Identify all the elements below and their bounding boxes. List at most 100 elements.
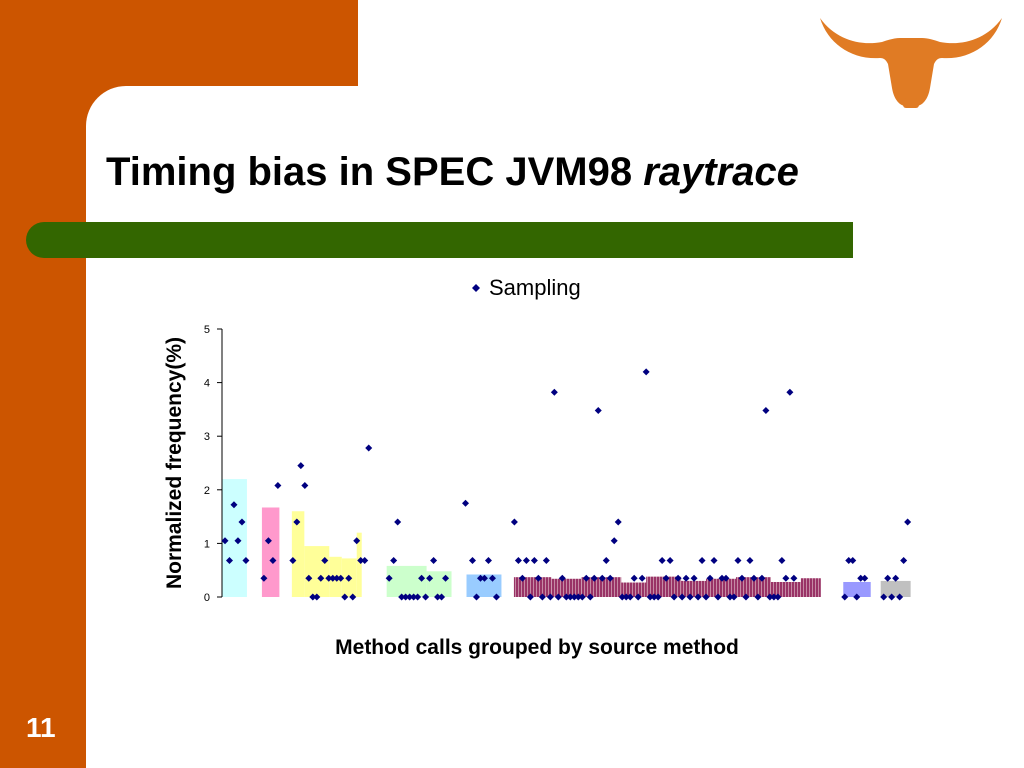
data-point — [518, 574, 526, 582]
data-point — [337, 574, 345, 582]
data-point — [264, 537, 272, 545]
data-point — [562, 593, 570, 601]
data-point — [778, 557, 786, 565]
data-point — [714, 593, 722, 601]
top-frame-band — [0, 0, 358, 86]
data-point — [476, 574, 484, 582]
data-point — [357, 557, 365, 565]
data-point — [472, 593, 480, 601]
group-bar — [621, 582, 647, 597]
data-point — [305, 574, 313, 582]
data-point — [260, 574, 268, 582]
data-point — [762, 406, 770, 414]
data-point — [426, 574, 434, 582]
data-point — [614, 518, 622, 526]
data-point — [406, 593, 414, 601]
data-point — [622, 593, 630, 601]
data-point — [786, 388, 794, 396]
data-point — [574, 593, 582, 601]
y-tick-label: 5 — [204, 324, 210, 336]
legend: Sampling — [472, 275, 581, 300]
left-frame-band — [0, 0, 86, 768]
data-point — [650, 593, 658, 601]
data-point — [313, 593, 321, 601]
data-point — [333, 574, 341, 582]
data-point — [488, 574, 496, 582]
data-point — [734, 557, 742, 565]
data-point — [610, 537, 618, 545]
data-point — [309, 593, 317, 601]
data-point — [658, 557, 666, 565]
data-point — [230, 501, 238, 509]
title-italic-text: raytrace — [643, 150, 799, 194]
data-point — [534, 574, 542, 582]
data-point — [462, 499, 470, 507]
data-point — [758, 574, 766, 582]
data-point — [546, 593, 554, 601]
data-point — [234, 537, 242, 545]
legend-label: Sampling — [489, 275, 581, 300]
data-point — [341, 593, 349, 601]
data-point — [884, 574, 892, 582]
data-point — [514, 557, 522, 565]
data-point — [880, 593, 888, 601]
data-point — [297, 462, 305, 470]
data-point — [480, 574, 488, 582]
y-tick-label: 0 — [204, 592, 210, 604]
data-point — [238, 518, 246, 526]
data-point — [269, 557, 277, 565]
data-point — [289, 557, 297, 565]
group-bar — [222, 479, 247, 597]
data-point — [394, 518, 402, 526]
group-bars — [222, 479, 911, 597]
data-point — [598, 574, 606, 582]
data-point — [361, 557, 369, 565]
data-point — [770, 593, 778, 601]
slide-title: Timing bias in SPEC JVM98 raytrace — [106, 150, 799, 195]
group-bar — [426, 571, 452, 597]
y-ticks: 0 1 2 3 4 5 — [204, 324, 222, 604]
data-point — [345, 574, 353, 582]
sampling-series — [221, 368, 912, 601]
data-point — [702, 593, 710, 601]
data-point — [742, 593, 750, 601]
group-bar — [843, 581, 871, 597]
data-point — [329, 574, 337, 582]
data-point — [530, 557, 538, 565]
data-point — [626, 593, 634, 601]
data-point — [522, 557, 530, 565]
data-point — [606, 574, 614, 582]
title-underline-bar — [26, 222, 853, 258]
data-point — [510, 518, 518, 526]
group-bar — [646, 576, 682, 597]
group-bar — [513, 577, 552, 597]
data-point — [484, 557, 492, 565]
y-axis-label: Normalized frequency(%) — [163, 337, 186, 589]
data-point — [469, 557, 477, 565]
group-bar — [800, 578, 821, 597]
group-bar — [356, 532, 362, 597]
data-point — [410, 593, 418, 601]
data-point — [618, 593, 626, 601]
data-point — [853, 593, 861, 601]
data-point — [586, 593, 594, 601]
data-point — [353, 537, 361, 545]
data-point — [690, 574, 698, 582]
data-point — [422, 593, 430, 601]
data-point — [849, 557, 857, 565]
group-bar — [261, 507, 280, 597]
data-point — [706, 574, 714, 582]
data-point — [722, 574, 730, 582]
data-point — [670, 593, 678, 601]
group-bar — [291, 511, 305, 597]
data-point — [750, 574, 758, 582]
data-point — [385, 574, 393, 582]
data-point — [570, 593, 578, 601]
data-point — [558, 574, 566, 582]
data-point — [857, 574, 865, 582]
data-point — [414, 593, 422, 601]
data-point — [594, 406, 602, 414]
data-point — [225, 557, 233, 565]
data-point — [682, 574, 690, 582]
